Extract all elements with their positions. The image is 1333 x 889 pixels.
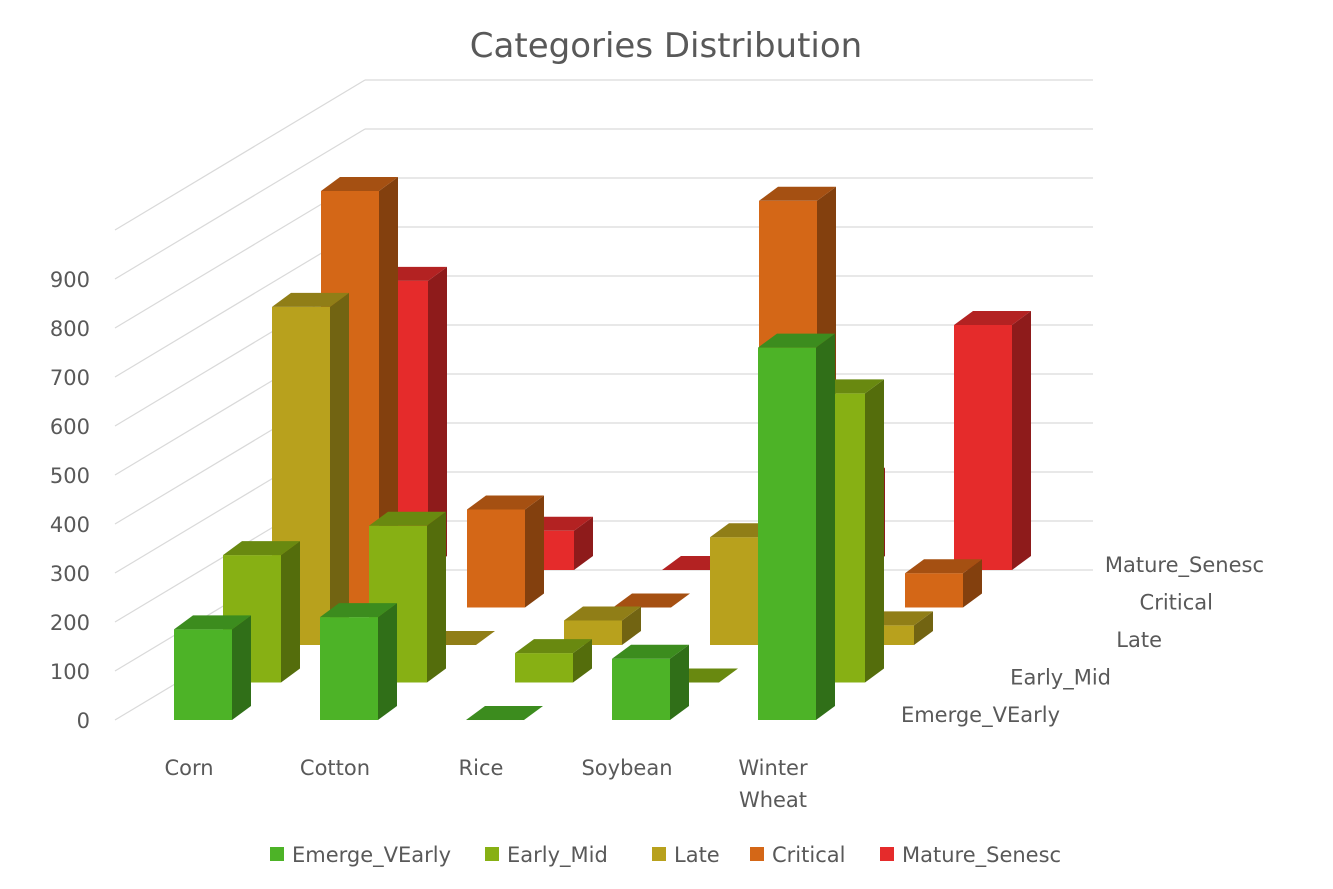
bars: [174, 177, 1031, 721]
legend-swatch: [485, 847, 499, 861]
bar-top: [320, 603, 397, 618]
y-axis: 0 100 200 300 400 500 600 700 800 900: [50, 268, 90, 733]
y-tick-label: 700: [50, 366, 90, 390]
bar-top: [223, 541, 300, 556]
y-tick-label: 900: [50, 268, 90, 292]
bar-top: [759, 186, 836, 201]
legend-label: Mature_Senesc: [902, 843, 1061, 868]
bar-top: [466, 706, 543, 720]
bar-Mature_Senesc-Winter-Wheat: [954, 311, 1031, 570]
bar-top: [321, 177, 398, 191]
bar-front: [612, 658, 670, 720]
bar-side: [378, 603, 397, 720]
bar-front: [320, 617, 378, 720]
y-tick-label: 200: [50, 611, 90, 635]
bar-Emerge_VEarly-Soybean: [612, 644, 689, 720]
bar-side: [670, 644, 689, 720]
bar-top: [369, 511, 446, 526]
bar-Emerge_VEarly-Corn: [174, 615, 251, 720]
y-tick-label: 400: [50, 513, 90, 537]
legend-item: Early_Mid: [485, 843, 608, 868]
legend-item: Emerge_VEarly: [270, 843, 451, 868]
x-tick-label: Corn: [164, 756, 213, 780]
bar-Emerge_VEarly-Rice: [466, 706, 543, 721]
legend-swatch: [652, 847, 666, 861]
bar-top: [467, 495, 544, 510]
bar-side: [525, 495, 544, 608]
bar-side: [816, 333, 835, 720]
bar-side: [427, 511, 446, 683]
bar-front: [174, 629, 232, 720]
bar-Critical-Cotton: [467, 495, 544, 608]
series-axis-label: Late: [1116, 628, 1162, 652]
bar-side: [330, 292, 349, 645]
bar-Critical-Corn: [321, 177, 398, 608]
x-axis: Corn Cotton Rice Soybean Winter Wheat: [164, 756, 808, 812]
legend: Emerge_VEarly Early_Mid Late Critical Mature…: [270, 843, 1061, 868]
y-tick-label: 600: [50, 415, 90, 439]
bar-Critical-Winter-Wheat: [905, 559, 982, 608]
bar-top: [905, 559, 982, 574]
x-tick-label: Wheat: [739, 788, 807, 812]
bar-top: [515, 639, 592, 654]
bar-side: [428, 266, 447, 570]
legend-item: Mature_Senesc: [880, 843, 1061, 868]
legend-swatch: [270, 847, 284, 861]
bar-side: [232, 615, 251, 720]
bar-side: [914, 611, 933, 645]
legend-item: Late: [652, 843, 720, 867]
legend-label: Early_Mid: [507, 843, 608, 868]
legend-swatch: [880, 847, 894, 861]
gridlines: [114, 79, 1093, 721]
bar-top: [272, 292, 349, 307]
chart-title: Categories Distribution: [470, 26, 862, 66]
bar-side: [1012, 311, 1031, 570]
x-tick-label: Rice: [459, 756, 504, 780]
legend-label: Emerge_VEarly: [292, 843, 451, 868]
bar-top: [564, 606, 641, 621]
series-axis-label: Early_Mid: [1010, 666, 1111, 691]
y-tick-label: 300: [50, 562, 90, 586]
legend-label: Late: [674, 843, 720, 867]
series-axis-label: Emerge_VEarly: [901, 703, 1060, 728]
y-tick-label: 100: [50, 660, 90, 684]
gridline-side: [114, 79, 366, 231]
bar-Emerge_VEarly-Winter-Wheat: [758, 333, 835, 720]
bar-side: [622, 606, 641, 645]
legend-label: Critical: [772, 843, 845, 867]
legend-swatch: [750, 847, 764, 861]
series-axis-label: Critical: [1140, 591, 1213, 615]
bar-Early_Mid-Rice: [515, 639, 592, 683]
legend-item: Critical: [750, 843, 845, 867]
y-tick-label: 0: [77, 709, 90, 733]
bar-front: [515, 653, 573, 683]
bar-Critical-Rice: [613, 593, 690, 608]
bar-side: [379, 177, 398, 608]
bar-Emerge_VEarly-Cotton: [320, 603, 397, 720]
bar-Late-Rice: [564, 606, 641, 645]
bar-top: [954, 311, 1031, 325]
bar-side: [573, 639, 592, 683]
y-tick-label: 800: [50, 317, 90, 341]
bar-top: [612, 644, 689, 659]
x-tick-label: Winter: [738, 756, 808, 780]
bar-top: [758, 333, 835, 348]
bar-front: [467, 509, 525, 608]
bar-top: [613, 593, 690, 608]
bar-side: [574, 516, 593, 570]
series-axis-label: Mature_Senesc: [1105, 553, 1264, 578]
x-tick-label: Cotton: [300, 756, 370, 780]
bar-side: [963, 559, 982, 608]
bar-top: [174, 615, 251, 630]
bar-side: [281, 541, 300, 683]
bar-side: [865, 379, 884, 683]
gridline-side: [114, 128, 366, 280]
y-tick-label: 500: [50, 464, 90, 488]
bar-front: [954, 325, 1012, 570]
bar-front: [905, 573, 963, 608]
x-tick-label: Soybean: [581, 756, 672, 780]
bar-front: [758, 347, 816, 720]
